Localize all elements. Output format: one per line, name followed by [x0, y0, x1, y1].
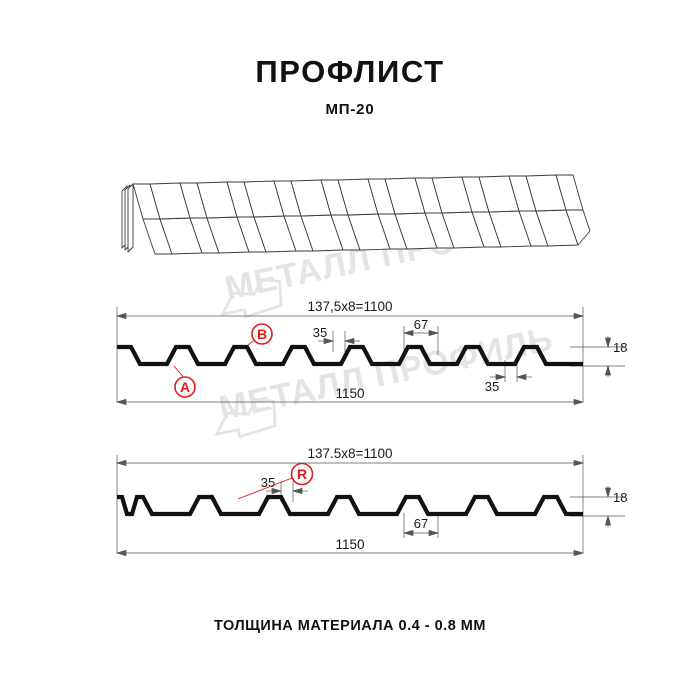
- callout-r-letter: R: [297, 466, 307, 482]
- dimension-pitch-top: 137,5x8=1100: [308, 299, 393, 314]
- callout-a: A: [173, 365, 196, 398]
- metal-profil-logo: [220, 277, 283, 319]
- cross-section-top: 137,5x8=1100 1150 35 67: [115, 299, 627, 406]
- dimension-pitch-bottom: 137.5x8=1100: [308, 446, 393, 461]
- metal-profil-logo: [214, 397, 277, 439]
- dimension-overall-top: 1150: [335, 386, 364, 401]
- dimension-rib-top: 35: [313, 325, 327, 340]
- footer-block: ТОЛЩИНА МАТЕРИАЛА 0.4 - 0.8 ММ: [0, 618, 700, 634]
- dimension-flat-top: 67: [414, 317, 428, 332]
- isometric-profile-view: [121, 174, 591, 255]
- dimension-height-top: 18: [613, 340, 627, 355]
- product-code: МП-20: [325, 100, 375, 118]
- callout-b: B: [247, 323, 273, 346]
- callout-b-letter: B: [257, 326, 267, 342]
- material-thickness-note: ТОЛЩИНА МАТЕРИАЛА 0.4 - 0.8 ММ: [214, 618, 486, 634]
- cross-section-bottom: 137.5x8=1100 1150 35 67: [115, 446, 627, 557]
- dimension-flat-bottom: 67: [414, 516, 428, 531]
- dimension-height-bottom: 18: [613, 490, 627, 505]
- dimension-overall-bottom: 1150: [335, 537, 364, 552]
- callout-r: R: [237, 462, 314, 500]
- profile-outline-bottom: [117, 494, 583, 517]
- profile-outline-top: [117, 344, 583, 367]
- page-title: ПРОФЛИСТ: [255, 54, 445, 89]
- callout-a-letter: A: [180, 379, 190, 395]
- dimension-rib-bottom: 35: [485, 379, 499, 394]
- title-block: ПРОФЛИСТ МП-20: [0, 54, 700, 118]
